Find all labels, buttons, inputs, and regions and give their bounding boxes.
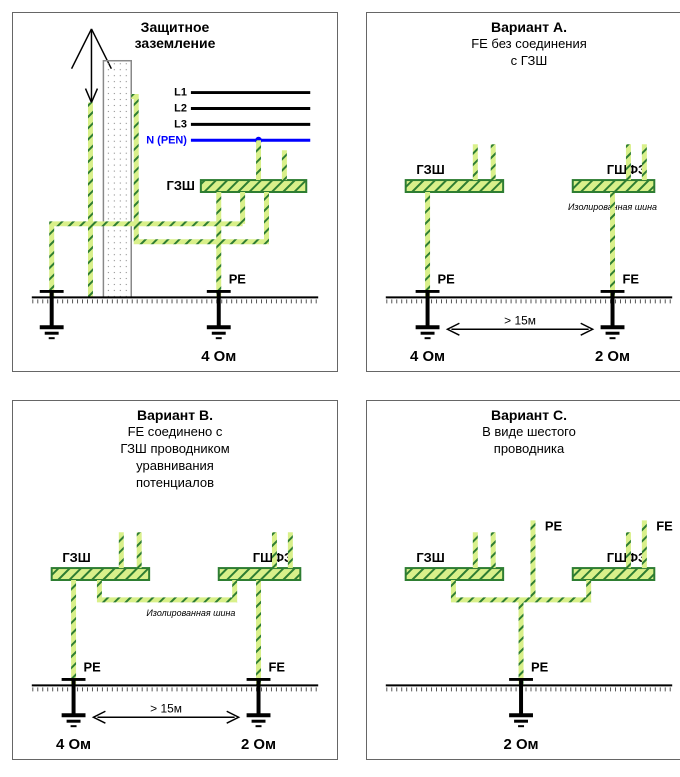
svg-text:PE: PE bbox=[531, 659, 549, 674]
panel2-title: Вариант А. FE без соединенияс ГЗШ bbox=[367, 19, 680, 69]
panel4-title: Вариант С. В виде шестогопроводника bbox=[367, 407, 680, 457]
svg-text:Изолированная шина: Изолированная шина bbox=[146, 608, 235, 618]
svg-text:PE: PE bbox=[84, 659, 102, 674]
pe-label: PE bbox=[229, 271, 247, 286]
gzsh-label: ГЗШ bbox=[167, 178, 195, 193]
svg-text:PE: PE bbox=[545, 518, 563, 533]
distance-arrow: > 15м bbox=[447, 313, 592, 335]
svg-text:ГЗШ: ГЗШ bbox=[62, 550, 90, 565]
svg-text:> 15м: > 15м bbox=[504, 313, 536, 327]
svg-text:ГЗШ: ГЗШ bbox=[416, 550, 444, 565]
panel-variant-a: Вариант А. FE без соединенияс ГЗШ ГЗШ ГШ… bbox=[366, 12, 680, 372]
svg-text:ГЗШ: ГЗШ bbox=[416, 162, 444, 177]
svg-text:N (PEN): N (PEN) bbox=[146, 134, 187, 146]
svg-text:L1: L1 bbox=[174, 87, 187, 99]
panel-variant-c: Вариант С. В виде шестогопроводника ГЗШ … bbox=[366, 400, 680, 760]
svg-text:4 Ом: 4 Ом bbox=[410, 349, 445, 365]
gzsh-bus bbox=[406, 180, 503, 192]
ground-hatch bbox=[32, 297, 318, 305]
svg-text:> 15м: > 15м bbox=[150, 701, 182, 715]
supply-lines: L1 L2 L3 N (PEN) bbox=[146, 87, 310, 147]
svg-text:4 Ом: 4 Ом bbox=[56, 737, 91, 753]
panel-variant-b: Вариант В. FE соединено сГЗШ проводником… bbox=[12, 400, 338, 760]
panel3-title: Вариант В. FE соединено сГЗШ проводником… bbox=[13, 407, 337, 491]
svg-text:L2: L2 bbox=[174, 102, 187, 114]
svg-text:FE: FE bbox=[268, 659, 285, 674]
res-label: 4 Ом bbox=[201, 349, 236, 365]
svg-text:L3: L3 bbox=[174, 118, 187, 130]
panel-protective-ground: Защитноезаземление bbox=[12, 12, 338, 372]
pe-wires bbox=[52, 97, 285, 298]
svg-text:2 Ом: 2 Ом bbox=[241, 737, 276, 753]
panel1-svg: L1 L2 L3 N (PEN) ГЗШ bbox=[13, 13, 337, 371]
svg-text:FE: FE bbox=[622, 271, 639, 286]
diagram-grid: Защитноезаземление bbox=[12, 12, 680, 760]
svg-text:FE: FE bbox=[656, 518, 673, 533]
svg-text:PE: PE bbox=[438, 271, 456, 286]
gzsh-bus bbox=[201, 180, 306, 192]
gshfz-bus bbox=[573, 180, 655, 192]
svg-text:2 Ом: 2 Ом bbox=[504, 737, 539, 753]
svg-text:2 Ом: 2 Ом bbox=[595, 349, 630, 365]
panel1-title: Защитноезаземление bbox=[13, 19, 337, 51]
mast bbox=[103, 61, 131, 298]
